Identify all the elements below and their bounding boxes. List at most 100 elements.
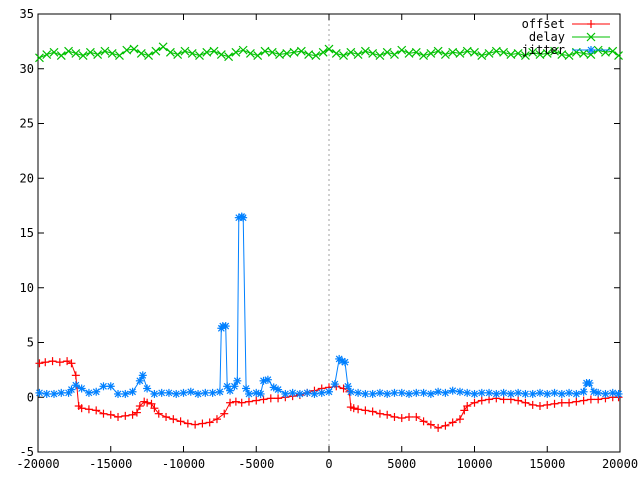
offset-point <box>212 415 221 424</box>
delay-point <box>311 51 321 61</box>
offset-point <box>405 412 414 421</box>
offset-point <box>477 396 486 405</box>
offset-point <box>455 415 464 424</box>
jitter-point <box>143 384 152 393</box>
jitter-point <box>514 388 523 397</box>
chart-ticks: -5 0 5 10 15 20 25 30 35 -20000 -15000 -10000 -5000 0… <box>16 7 638 471</box>
delay-point <box>360 46 370 56</box>
jitter-point <box>128 387 137 396</box>
delay-point <box>462 46 472 56</box>
jitter-point <box>485 388 494 397</box>
jitter-point <box>499 388 508 397</box>
offset-point <box>63 357 72 366</box>
jitter-point <box>263 375 272 384</box>
jitter-point <box>35 388 44 397</box>
offset-point <box>361 406 370 415</box>
jitter-point <box>274 385 283 394</box>
jitter-point <box>138 371 147 380</box>
jitter-point <box>594 388 603 397</box>
jitter-point <box>303 388 312 397</box>
delay-point <box>238 45 248 55</box>
jitter-point <box>441 388 450 397</box>
jitter-point <box>550 388 559 397</box>
delay-point <box>353 50 363 59</box>
delay-point <box>484 48 494 58</box>
offset-point <box>266 394 275 403</box>
x-tick-label: 0 <box>325 457 332 471</box>
jitter-point <box>186 387 195 396</box>
delay-point <box>528 47 538 57</box>
jitter-point <box>572 389 581 398</box>
offset-point <box>274 394 283 403</box>
x-tick-label: 15000 <box>529 457 565 471</box>
delay-point <box>49 47 59 57</box>
offset-point <box>35 359 44 368</box>
jitter-point <box>99 382 108 391</box>
y-tick-label: -5 <box>20 445 34 459</box>
offset-point <box>550 399 559 408</box>
delay-point <box>324 44 334 54</box>
delay-point <box>542 48 552 58</box>
offset-point <box>84 405 93 414</box>
offset-point <box>143 398 152 407</box>
offset-point <box>176 417 185 426</box>
series-delay <box>35 42 623 63</box>
offset-point <box>198 419 207 428</box>
offset-point <box>41 358 50 367</box>
jitter-point <box>42 389 51 398</box>
delay-point <box>180 46 190 56</box>
jitter-point <box>77 384 86 393</box>
delay-point <box>216 50 226 59</box>
offset-point <box>114 412 123 421</box>
offset-point <box>448 418 457 427</box>
delay-point <box>564 51 574 61</box>
offset-point <box>354 405 363 414</box>
jitter-point <box>354 388 363 397</box>
jitter-point <box>106 382 115 391</box>
offset-point <box>579 396 588 405</box>
delay-point <box>42 50 52 59</box>
jitter-point <box>330 380 339 389</box>
y-tick-label: 5 <box>27 336 34 350</box>
offset-point <box>375 409 384 418</box>
x-tick-label: -5000 <box>238 457 274 471</box>
offset-point <box>463 402 472 411</box>
offset-point <box>565 398 574 407</box>
legend-label-delay: delay <box>529 30 565 44</box>
delay-point <box>282 48 292 58</box>
delay-point <box>195 51 204 61</box>
offset-point <box>419 417 428 426</box>
jitter-point <box>614 389 623 398</box>
x-tick-label: -10000 <box>162 457 205 471</box>
delay-point <box>151 46 161 56</box>
offset-point <box>183 419 192 428</box>
offset-point <box>397 414 406 423</box>
y-tick-label: 25 <box>20 117 34 131</box>
jitter-point <box>426 389 435 398</box>
jitter-point <box>463 388 472 397</box>
jitter-point <box>164 388 173 397</box>
delay-point <box>158 42 168 52</box>
delay-point <box>411 47 421 57</box>
jitter-point <box>543 389 552 398</box>
delay-point <box>318 47 328 57</box>
jitter-point <box>361 389 370 398</box>
jitter-point <box>84 388 93 397</box>
delay-point <box>470 47 479 57</box>
jitter-point <box>434 387 443 396</box>
delay-point <box>368 48 378 58</box>
jitter-point <box>288 388 297 397</box>
jitter-point <box>579 387 588 396</box>
delay-point <box>129 44 139 54</box>
jitter-point <box>565 388 574 397</box>
offset-point <box>349 404 358 413</box>
offset-point <box>226 398 235 407</box>
jitter-point <box>492 389 501 398</box>
delay-point <box>375 51 385 61</box>
delay-point <box>491 46 501 56</box>
jitter-point <box>71 381 80 390</box>
offset-point <box>368 407 377 416</box>
offset-point <box>412 412 421 421</box>
delay-point <box>304 50 314 59</box>
